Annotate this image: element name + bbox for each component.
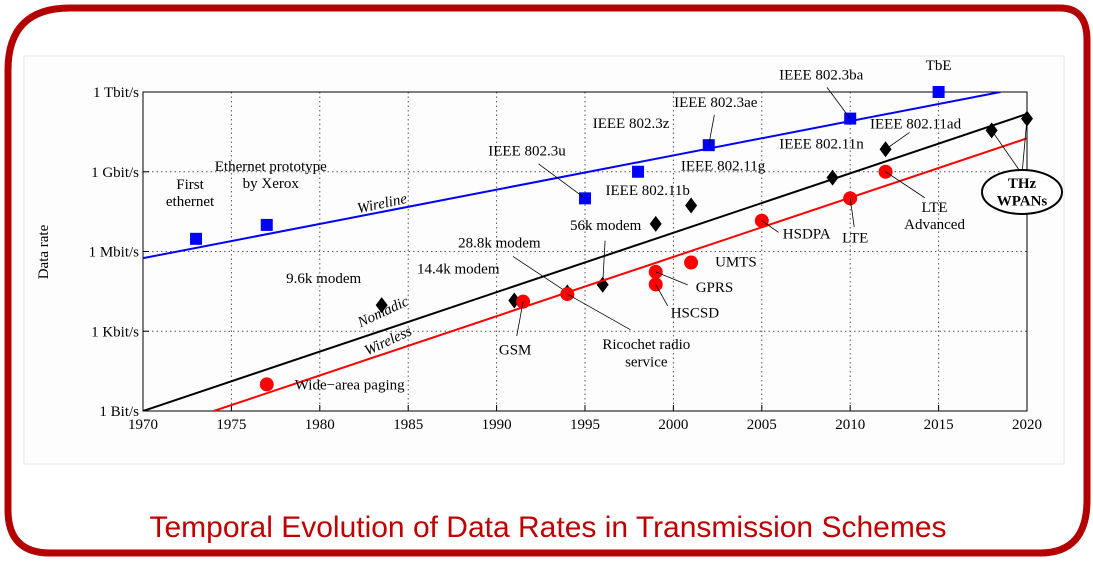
x-tick-label: 2000 [658, 417, 688, 433]
diamond-marker [826, 169, 839, 186]
text-line: Ricochet radio [602, 337, 690, 353]
diamond-marker [685, 197, 698, 214]
x-tick-label: 1995 [570, 417, 600, 433]
x-tick-label: 1990 [482, 417, 512, 433]
trend-line [143, 112, 1027, 411]
annotation-ellipse [981, 169, 1063, 215]
y-tick-label: 1 Mbit/s [89, 245, 140, 261]
leader-line [655, 271, 688, 286]
point-label: IEEE 802.11b [606, 183, 690, 199]
x-tick-label: 2010 [835, 417, 865, 433]
point-label: GPRS [696, 280, 734, 296]
text-line: LTE [921, 200, 947, 216]
y-axis-label: Data rate [36, 224, 52, 279]
point-label: 28.8k modem [458, 235, 541, 251]
point-label: 14.4k modem [417, 261, 500, 277]
square-marker [260, 218, 273, 231]
point-label: HSDPA [783, 227, 831, 243]
point-label: 56k modem [570, 218, 642, 234]
slide-frame [4, 4, 1091, 557]
x-tick-label: 1975 [216, 417, 246, 433]
y-tick-label: 1 Gbit/s [91, 165, 139, 181]
x-tick-label: 1985 [393, 417, 423, 433]
point-label: IEEE 802.3u [488, 143, 566, 159]
text-line: First [176, 177, 204, 193]
square-marker [190, 232, 203, 245]
circle-marker [259, 377, 274, 392]
leader-line [761, 220, 779, 233]
point-label: Ricochet radio service [602, 337, 690, 370]
leader-line [708, 114, 715, 146]
text-line: service [625, 354, 668, 370]
x-tick-label: 2005 [747, 417, 777, 433]
point-label: IEEE 802.3z [593, 116, 670, 132]
point-label: IEEE 802.11g [681, 158, 766, 174]
x-tick-label: 2020 [1012, 417, 1042, 433]
text-line: by Xerox [243, 176, 300, 192]
point-label: IEEE 802.11ad [870, 116, 962, 132]
point-label: LTE Advanced [904, 200, 965, 233]
point-label: IEEE 802.3ae [674, 95, 758, 111]
point-label: First ethernet [166, 177, 215, 210]
point-label: HSCSD [671, 305, 720, 321]
plot: 1 Bit/s 1 Kbit/s 1 Mbit/s 1 Gbit/s 1 Tbit/s 1… [89, 58, 1063, 433]
square-marker [932, 86, 945, 98]
text-line: Ethernet prototype [215, 159, 327, 175]
square-marker [632, 165, 645, 178]
text-line: Advanced [904, 217, 965, 233]
plot-frame [142, 91, 1028, 412]
leader-line [512, 256, 568, 293]
y-tick-label: 1 Tbit/s [93, 85, 139, 101]
point-label: TbE [926, 58, 952, 74]
leader-line [655, 284, 669, 307]
point-label: Wide−area paging [295, 377, 405, 393]
point-label: LTE [842, 230, 868, 246]
point-label: IEEE 802.3ba [779, 68, 863, 84]
leader-line [885, 171, 925, 199]
diamond-marker [649, 215, 662, 232]
text-line: ethernet [166, 194, 215, 210]
annotation: THz WPANs [997, 176, 1048, 209]
point-label: 9.6k modem [286, 271, 361, 287]
x-tick-label: 1970 [128, 417, 158, 433]
point-label: GSM [499, 343, 532, 359]
point-label: UMTS [715, 255, 757, 271]
leader-line [991, 130, 1023, 175]
leader-line [602, 240, 606, 285]
circle-marker [684, 255, 699, 270]
leader-line [516, 301, 524, 337]
trend-line [143, 92, 1001, 260]
chart-title: Temporal Evolution of Data Rates in Tran… [149, 511, 946, 544]
diamond-marker [375, 297, 388, 314]
text-line: WPANs [997, 193, 1048, 209]
leader-line [567, 293, 631, 331]
point-label: Ethernet prototype by Xerox [215, 159, 327, 192]
point-label: IEEE 802.11n [779, 137, 864, 153]
text-line: THz [1008, 176, 1037, 192]
leader-line [826, 87, 851, 119]
leader-line [538, 163, 586, 199]
leader-line [885, 132, 910, 150]
x-tick-label: 2015 [924, 417, 954, 433]
chart-panel [23, 55, 1065, 465]
y-tick-label: 1 Kbit/s [91, 324, 139, 340]
x-tick-label: 1980 [305, 417, 335, 433]
leader-line [1021, 118, 1028, 175]
leader-line [849, 198, 855, 227]
y-tick-label: 1 Bit/s [99, 404, 139, 420]
trend-line [213, 137, 1027, 411]
